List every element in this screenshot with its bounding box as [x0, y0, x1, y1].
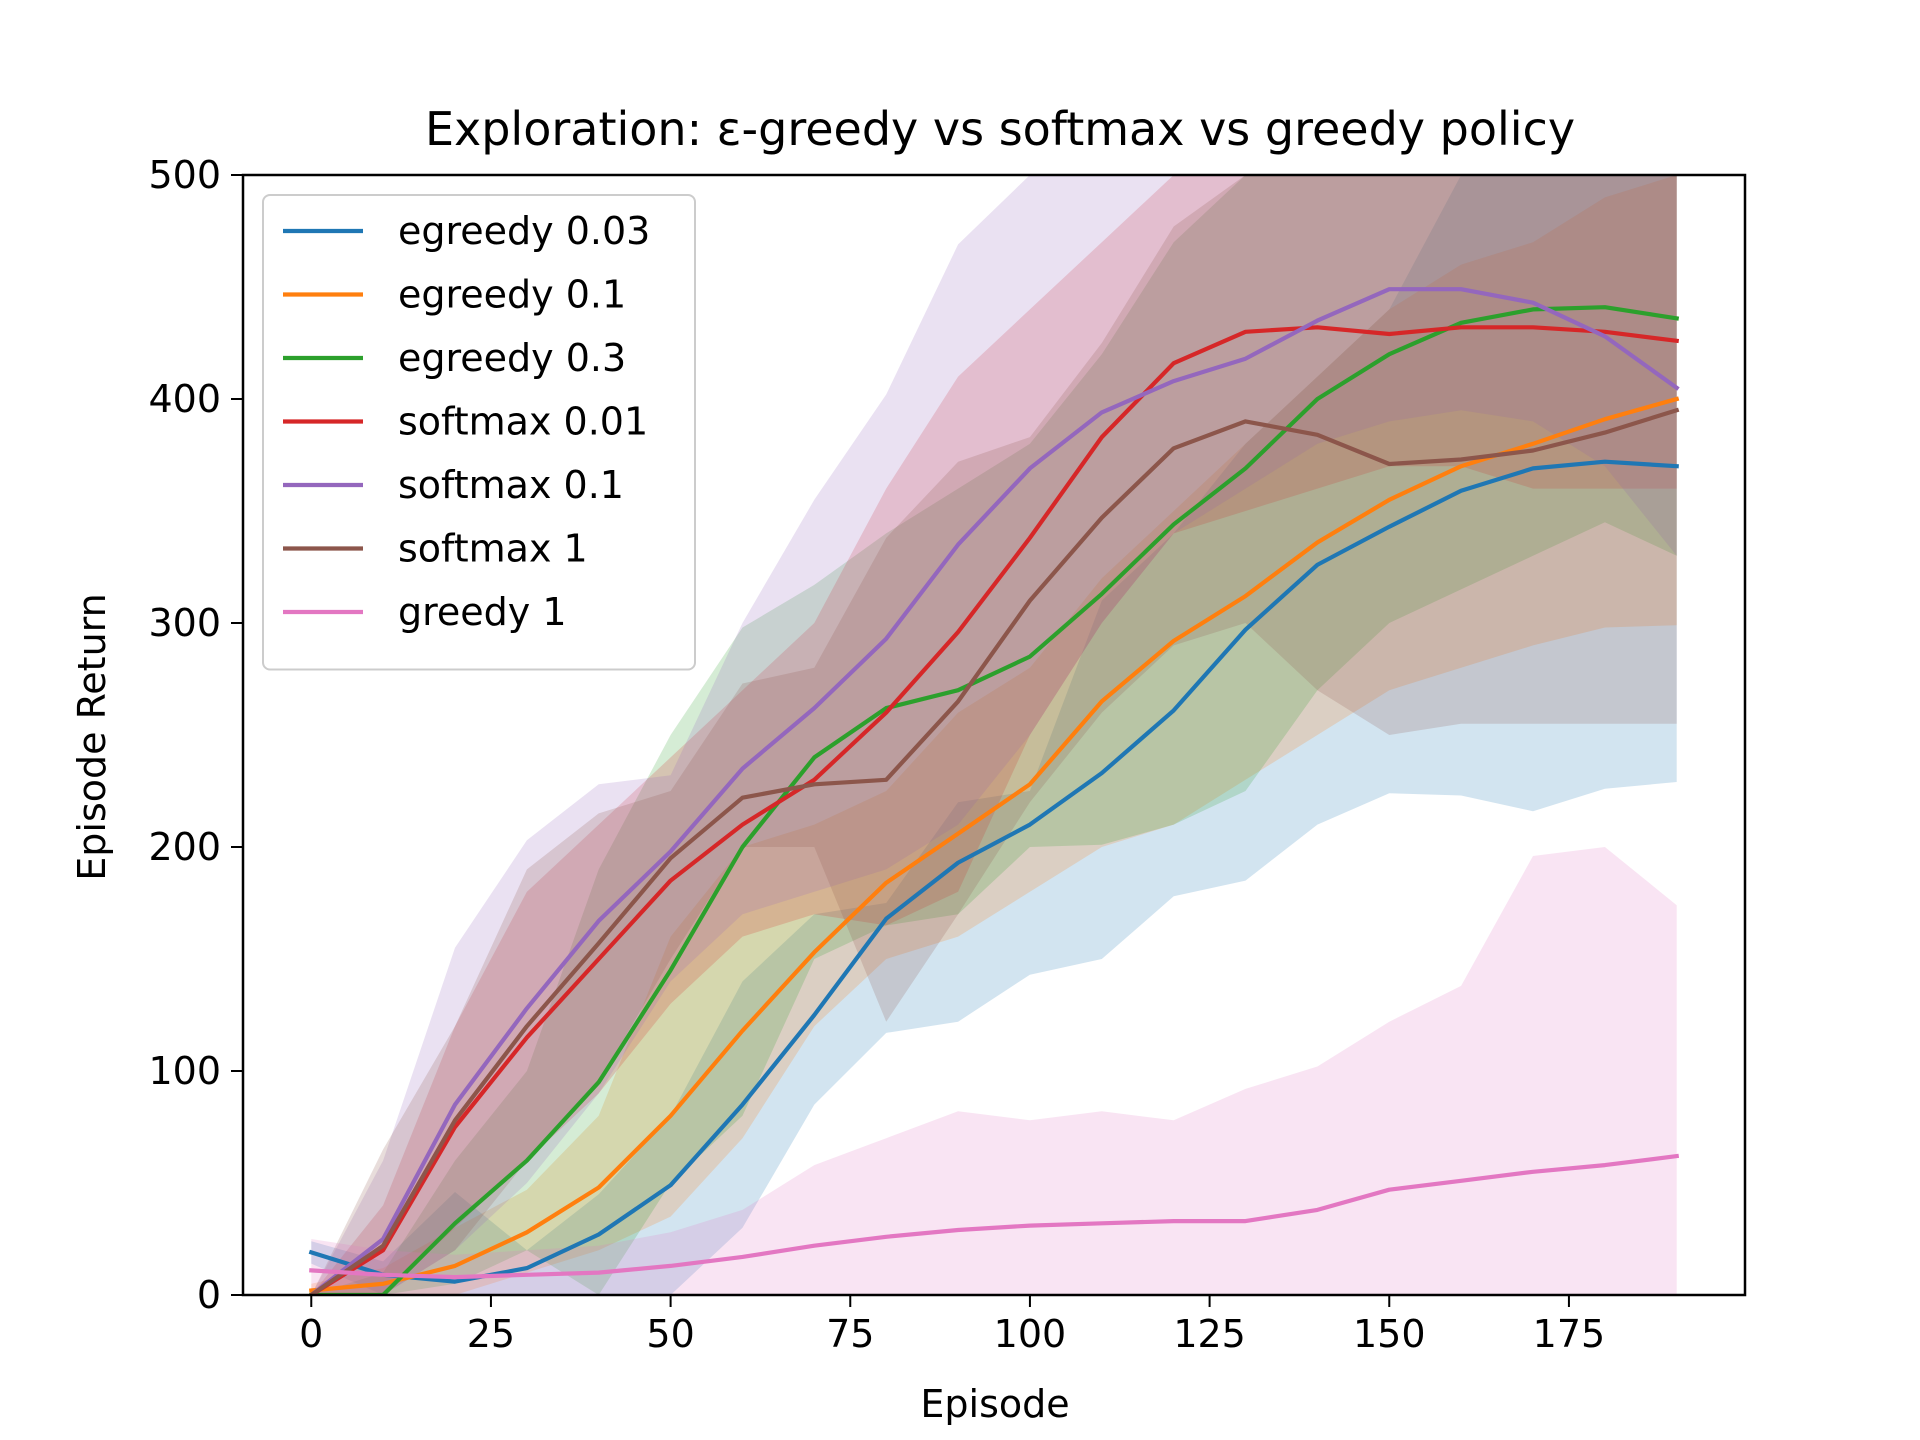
legend-label: greedy 1	[398, 590, 567, 634]
x-tick-label: 50	[646, 1312, 694, 1356]
legend-label: egreedy 0.3	[398, 336, 626, 380]
plot-frame	[241, 173, 1747, 1297]
x-axis-label: Episode	[920, 1382, 1069, 1426]
band-series-2	[311, 175, 1677, 1295]
line-series-7	[309, 1153, 1680, 1280]
band-series-3	[311, 175, 1677, 1295]
band-series-7	[311, 847, 1677, 1295]
x-tick-label: 25	[467, 1312, 515, 1356]
legend-label: egreedy 0.03	[398, 209, 650, 253]
x-tick-label: 150	[1353, 1312, 1426, 1356]
line-series-6	[308, 407, 1680, 1295]
band-series-1	[311, 175, 1677, 1295]
y-tick-label: 0	[197, 1273, 221, 1317]
x-tick-label: 100	[994, 1312, 1067, 1356]
legend-label: softmax 1	[398, 527, 588, 571]
line-series-2	[309, 396, 1680, 1293]
x-tick-label: 125	[1173, 1312, 1246, 1356]
legend-label: softmax 0.01	[398, 400, 648, 444]
legend-label: egreedy 0.1	[398, 273, 626, 317]
legend-box	[262, 194, 696, 671]
series-lines	[308, 287, 1680, 1295]
y-axis-label: Episode Return	[70, 593, 114, 880]
legend: egreedy 0.03 egreedy 0.1 egreedy 0.3 softma…	[262, 194, 696, 671]
y-tick-label: 100	[148, 1049, 221, 1093]
line-series-4	[308, 325, 1680, 1295]
y-tick-label: 300	[148, 601, 221, 645]
chart-title: Exploration: ε-greedy vs softmax vs gree…	[425, 102, 1575, 156]
legend-label: softmax 0.1	[398, 463, 624, 507]
x-tick-label: 75	[826, 1312, 874, 1356]
x-tick-label: 175	[1533, 1312, 1606, 1356]
y-tick-label: 400	[148, 377, 221, 421]
confidence-bands	[311, 175, 1677, 1295]
line-series-1	[308, 459, 1679, 1284]
band-series-4	[311, 175, 1677, 1295]
x-axis: 0 25 50 75 100 125 150 175	[299, 1295, 1605, 1356]
band-series-5	[311, 175, 1677, 1295]
band-series-6	[311, 175, 1677, 1295]
y-tick-label: 500	[148, 153, 221, 197]
x-tick-label: 0	[299, 1312, 323, 1356]
line-series-5	[308, 287, 1680, 1295]
y-axis: 0 100 200 300 400 500	[148, 153, 243, 1317]
y-tick-label: 200	[148, 825, 221, 869]
